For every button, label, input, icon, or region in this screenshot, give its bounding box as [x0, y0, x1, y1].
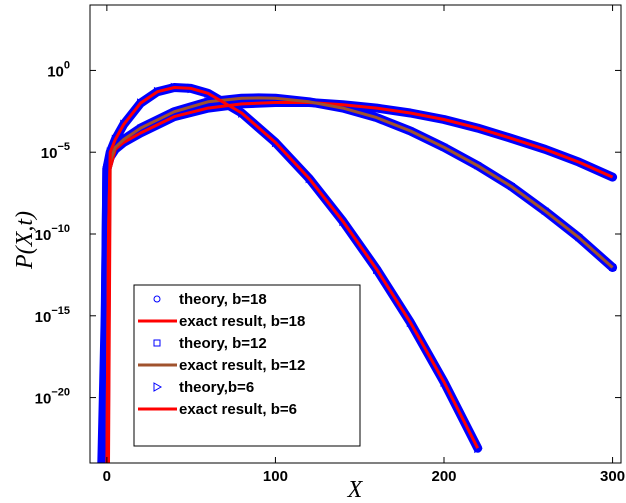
data-point [101, 310, 111, 321]
data-point [153, 86, 163, 97]
legend-label: theory, b=18 [179, 291, 267, 308]
x-tick-label: 0 [103, 468, 111, 485]
legend-marker-triangle [153, 382, 163, 392]
y-tick-label: 10−10 [35, 223, 70, 244]
tick-labels: 0 100 200 300 100 10−5 10−10 10−15 10−20 [35, 59, 625, 485]
y-tick-label: 100 [47, 59, 70, 80]
legend-label: exact result, b=12 [179, 357, 305, 374]
legend-marker-circle [153, 295, 161, 303]
axes [89, 4, 622, 464]
x-tick-label: 300 [600, 468, 625, 485]
data-point [609, 263, 617, 271]
legend-label: exact result, b=6 [179, 401, 297, 418]
x-tick-label: 200 [431, 468, 456, 485]
data-point [507, 183, 515, 191]
y-tick-label: 10−15 [35, 305, 70, 326]
data-point [541, 207, 549, 215]
plot-area [97, 82, 618, 463]
legend: theory, b=18 exact result, b=18 theory, b=… [133, 284, 361, 447]
data-point [103, 163, 112, 174]
data-point [575, 234, 583, 242]
x-axis-title: X [347, 477, 364, 503]
legend-label: theory, b=12 [179, 335, 267, 352]
series-line-3 [105, 96, 614, 463]
y-axis-title: P(X,t) [12, 211, 38, 270]
legend-label: theory,b=6 [179, 379, 254, 396]
legend-marker-square [153, 339, 161, 347]
x-tick-label: 100 [263, 468, 288, 485]
y-tick-label: 10−20 [35, 387, 70, 408]
y-tick-label: 10−5 [41, 141, 70, 162]
legend-label: exact result, b=18 [179, 313, 305, 330]
data-point [98, 458, 107, 463]
series-line-5 [105, 86, 480, 463]
